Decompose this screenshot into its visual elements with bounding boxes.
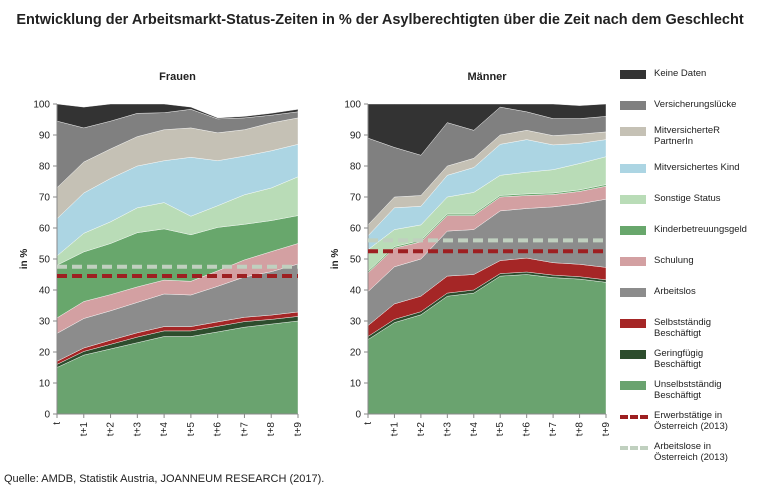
source-note: Quelle: AMDB, Statistik Austria, JOANNEU… [4, 473, 325, 485]
x-tick-label: t+1 [389, 422, 400, 437]
legend-swatch [620, 195, 646, 204]
x-tick-label: t+5 [495, 422, 506, 437]
legend-label: Mitversichertes Kind [654, 162, 740, 173]
y-tick-label: 20 [350, 348, 362, 359]
legend-dash-swatch [620, 446, 648, 450]
x-tick-label: t+6 [213, 422, 224, 437]
y-tick-label: 100 [33, 100, 50, 111]
x-tick-label: t+4 [159, 422, 170, 437]
y-tick-label: 90 [350, 131, 362, 142]
y-axis-label: in % [330, 249, 341, 270]
y-tick-label: 60 [39, 224, 51, 235]
y-tick-label: 70 [350, 193, 362, 204]
legend-label: Versicherungslücke [654, 99, 737, 110]
y-tick-label: 0 [355, 410, 361, 421]
chart-title: Entwicklung der Arbeitsmarkt-Status-Zeit… [16, 12, 744, 28]
legend-swatch [620, 164, 646, 173]
x-tick-label: t [363, 422, 374, 425]
legend-swatch [620, 257, 646, 266]
x-tick-label: t+3 [442, 422, 453, 437]
legend-label: Unselbstständig Beschäftigt [654, 379, 722, 401]
y-tick-label: 30 [350, 317, 362, 328]
legend-label: Erwerbstätige in Österreich (2013) [654, 410, 728, 432]
y-tick-label: 50 [350, 255, 362, 266]
legend-swatch [620, 381, 646, 390]
x-tick-label: t+9 [601, 422, 612, 437]
y-tick-label: 40 [39, 286, 51, 297]
y-tick-label: 90 [39, 131, 51, 142]
y-tick-label: 0 [44, 410, 50, 421]
legend-label: Keine Daten [654, 68, 707, 79]
panel-0: Frauen 0 10 20 30 40 50 60 70 80 90 100 t t+1 t+2 t+3 t+… [19, 71, 304, 436]
y-tick-label: 50 [39, 255, 51, 266]
area-series-10 [367, 103, 607, 156]
legend-dash-swatch [620, 415, 648, 419]
legend-label: Geringfügig Beschäftigt [654, 348, 704, 370]
legend-label: Arbeitslos [654, 286, 696, 297]
legend-label: Schulung [654, 255, 694, 266]
x-tick-label: t+3 [132, 422, 143, 437]
x-tick-label: t+2 [106, 422, 117, 437]
y-tick-label: 10 [350, 379, 362, 390]
legend-label: Arbeitslose in Österreich (2013) [654, 441, 728, 463]
legend-swatch [620, 226, 646, 235]
x-tick-label: t+4 [469, 422, 480, 437]
panel-1: Männer 0 10 20 30 40 50 60 70 80 90 100 t t+1 t+2 t+3 t+… [330, 71, 612, 436]
y-tick-label: 70 [39, 193, 51, 204]
x-tick-label: t+6 [522, 422, 533, 437]
legend-label: Kinderbetreuungsgeld [654, 224, 747, 235]
legend-label: Selbstständig Beschäftigt [654, 317, 712, 339]
y-tick-label: 100 [344, 100, 361, 111]
x-tick-label: t+9 [293, 422, 304, 437]
legend-swatch [620, 319, 646, 328]
y-tick-label: 30 [39, 317, 51, 328]
x-tick-label: t [52, 422, 63, 425]
legend-label: Sonstige Status [654, 193, 721, 204]
x-tick-label: t+1 [79, 422, 90, 437]
area-series-10 [56, 103, 299, 129]
y-tick-label: 80 [350, 162, 362, 173]
panel-title: Männer [467, 71, 507, 83]
x-tick-label: t+2 [416, 422, 427, 437]
y-axis-label: in % [19, 249, 30, 270]
x-tick-label: t+5 [186, 422, 197, 437]
x-tick-label: t+8 [266, 422, 277, 437]
x-tick-label: t+8 [575, 422, 586, 437]
legend-swatch [620, 70, 646, 79]
y-tick-label: 40 [350, 286, 362, 297]
panel-title: Frauen [159, 71, 196, 83]
legend-swatch [620, 127, 646, 136]
y-tick-label: 80 [39, 162, 51, 173]
y-tick-label: 10 [39, 379, 51, 390]
legend-swatch [620, 101, 646, 110]
x-tick-label: t+7 [548, 422, 559, 437]
legend-label: MitversicherteR PartnerIn [654, 125, 720, 147]
legend-swatch [620, 350, 646, 359]
legend-swatch [620, 288, 646, 297]
y-tick-label: 60 [350, 224, 362, 235]
x-tick-label: t+7 [239, 422, 250, 437]
y-tick-label: 20 [39, 348, 51, 359]
